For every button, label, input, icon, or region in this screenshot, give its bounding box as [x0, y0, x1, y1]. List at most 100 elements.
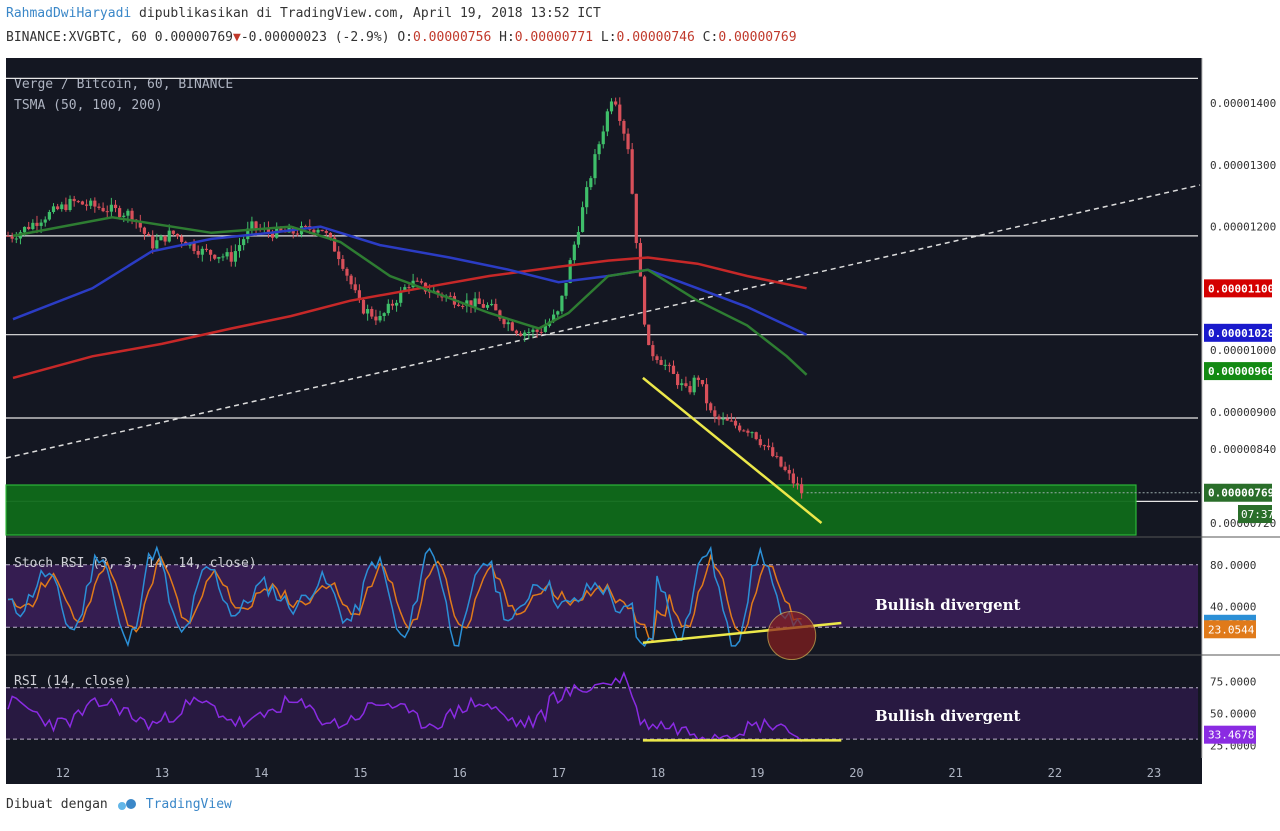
candle-body — [361, 299, 366, 314]
rsi-value-box — [1204, 725, 1256, 744]
candle-body — [556, 311, 560, 315]
candle-body — [485, 305, 490, 308]
candle-body — [704, 384, 709, 404]
candle-body — [754, 432, 758, 440]
candle-body — [167, 230, 171, 242]
candle-body — [208, 249, 213, 255]
candle-body — [370, 309, 374, 317]
candle-body — [242, 239, 246, 246]
candle-body — [80, 201, 85, 205]
publication-line: RahmadDwiHaryadi dipublikasikan di Tradi… — [6, 6, 601, 21]
open-value: 0.00000756 — [413, 30, 492, 45]
candle-body — [795, 483, 800, 485]
low-value: 0.00000746 — [616, 30, 695, 45]
candle-body — [390, 303, 395, 306]
candle-body — [84, 204, 89, 206]
candle-body — [667, 364, 671, 366]
candle-body — [721, 418, 725, 420]
price-label-box — [1204, 483, 1272, 502]
price-tick-label: 0.00001300 — [1210, 159, 1276, 172]
candle-body — [419, 281, 423, 283]
candle-body — [312, 229, 316, 233]
support-zone — [5, 484, 1137, 536]
chart-canvas[interactable]: Verge / Bitcoin, 60, BINANCE TSMA (50, 10… — [0, 58, 1280, 788]
sma-200-line — [12, 256, 807, 380]
stoch-band — [6, 564, 1198, 628]
candle-body — [138, 221, 142, 228]
candle-body — [415, 280, 419, 282]
chart-background — [6, 58, 1202, 758]
candle-body — [651, 345, 655, 357]
price-label: 0.00000966 — [1208, 365, 1275, 378]
candle-body — [357, 290, 361, 300]
candle-body — [593, 154, 597, 179]
candle-body — [233, 251, 237, 262]
candle-body — [729, 420, 733, 422]
candle-body — [502, 318, 506, 325]
candle-body — [762, 445, 767, 447]
sma-100-line — [12, 225, 808, 336]
stoch-value-label: 23.0544 — [1208, 623, 1255, 636]
candle-body — [696, 377, 700, 380]
price-label-box — [1204, 279, 1272, 298]
candle-body — [14, 238, 18, 240]
time-tick-label: 20 — [849, 766, 863, 780]
candle-body — [175, 233, 180, 237]
candle-body — [60, 204, 64, 210]
candle-body — [56, 206, 60, 210]
symbol-line: BINANCE:XVGBTC, 60 0.00000769▼-0.0000002… — [6, 30, 797, 45]
candle-body — [671, 365, 676, 374]
candle-body — [585, 187, 589, 208]
stoch-rsi-pane: Stoch RSI (3, 3, 14, 14, close) 80.0000 40… — [6, 545, 1256, 661]
candle-body — [647, 324, 651, 346]
candle-body — [403, 287, 407, 291]
time-tick-label: 15 — [353, 766, 367, 780]
candle-body — [622, 120, 626, 134]
candle-body — [295, 233, 299, 235]
candle-body — [800, 484, 804, 494]
candle-body — [659, 359, 663, 365]
stoch-d-line — [7, 553, 802, 643]
candle-body — [514, 330, 519, 334]
candle-body — [254, 221, 258, 229]
candle-body — [126, 210, 130, 216]
candle-body — [787, 470, 791, 474]
candle-body — [601, 131, 605, 145]
price-tick-label: 0.00001400 — [1210, 97, 1276, 110]
candle-body — [469, 300, 473, 307]
candle-body — [663, 364, 667, 366]
candle-body — [634, 193, 638, 244]
candle-body — [498, 310, 502, 319]
candle-body — [738, 425, 742, 431]
price-tick-label: 0.00000840 — [1210, 443, 1276, 456]
candle-body — [374, 316, 378, 321]
candle-body — [618, 104, 622, 121]
candle-body — [225, 252, 229, 257]
stoch-title: Stoch RSI (3, 3, 14, 14, close) — [14, 556, 257, 571]
candle-body — [572, 244, 576, 261]
candle-body — [146, 233, 151, 236]
candle-body — [523, 332, 527, 336]
candle-body — [97, 206, 101, 208]
close-value: 0.00000769 — [718, 30, 797, 45]
candle-body — [527, 332, 531, 334]
candle-body — [709, 403, 713, 411]
rsi-title: RSI (14, close) — [14, 674, 131, 689]
rsi-band — [6, 687, 1198, 740]
price-pane: Verge / Bitcoin, 60, BINANCE TSMA (50, 10… — [5, 58, 1280, 758]
candle-body — [477, 298, 481, 305]
candle-body — [122, 215, 126, 217]
candle-body — [535, 329, 539, 332]
candle-body — [72, 198, 76, 202]
candle-body — [506, 322, 510, 325]
tradingview-link[interactable]: TradingView — [145, 796, 232, 812]
tradingview-logo-icon — [117, 799, 136, 810]
candle-body — [783, 466, 787, 471]
candle-body — [250, 221, 254, 229]
candle-body — [676, 373, 680, 386]
candle-body — [717, 416, 721, 420]
candle-body — [113, 204, 118, 209]
time-axis: 12 13 14 15 16 17 18 19 20 21 22 23 — [6, 758, 1202, 784]
author-link[interactable]: RahmadDwiHaryadi — [6, 6, 132, 21]
footer: Dibuat dengan TradingView — [6, 796, 232, 812]
